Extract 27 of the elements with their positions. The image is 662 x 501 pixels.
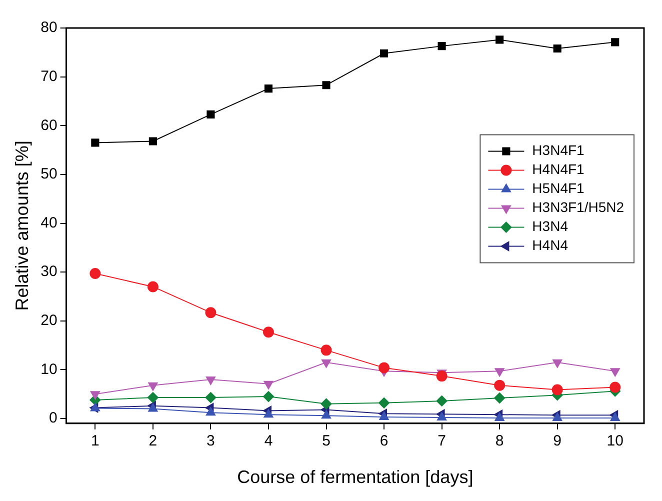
x-tick-label: 10 xyxy=(606,432,624,450)
y-tick-label: 10 xyxy=(40,360,58,378)
x-tick-label: 7 xyxy=(438,432,446,450)
y-tick-label: 0 xyxy=(48,410,58,427)
y-tick-label: 50 xyxy=(40,166,58,183)
legend-label: H3N4F1 xyxy=(532,142,585,158)
y-tick-label: 40 xyxy=(40,214,58,232)
x-axis-title: Course of fermentation [days] xyxy=(237,467,474,488)
x-tick-label: 9 xyxy=(553,432,562,450)
legend-label: H3N3F1/H5N2 xyxy=(532,199,624,216)
y-axis-title: Relative amounts [%] xyxy=(12,140,32,311)
x-tick-label: 5 xyxy=(322,432,330,450)
legend-label: H5N4F1 xyxy=(532,180,585,196)
legend-label: H4N4 xyxy=(532,237,568,254)
y-tick-label: 30 xyxy=(40,263,58,280)
x-tick-label: 2 xyxy=(148,432,158,450)
x-tick-label: 1 xyxy=(91,432,100,450)
x-tick-label: 3 xyxy=(206,432,215,450)
x-tick-label: 8 xyxy=(495,432,504,450)
y-tick-label: 60 xyxy=(40,116,58,134)
x-tick-label: 6 xyxy=(380,432,388,450)
legend-label: H3N4 xyxy=(532,218,568,234)
y-tick-label: 70 xyxy=(40,68,58,85)
y-tick-label: 20 xyxy=(40,312,58,330)
legend-label: H4N4F1 xyxy=(532,161,585,178)
y-tick-label: 80 xyxy=(40,19,58,36)
x-tick-label: 4 xyxy=(264,432,273,450)
